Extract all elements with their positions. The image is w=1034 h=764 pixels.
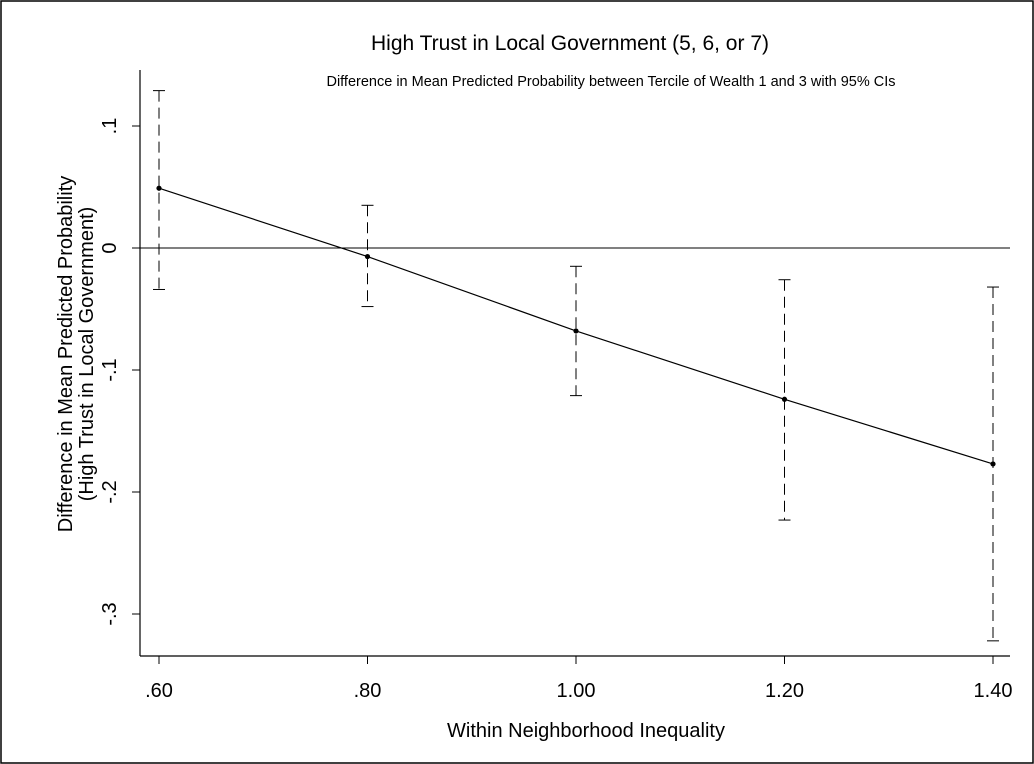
data-point: [573, 328, 579, 334]
chart-title: High Trust in Local Government (5, 6, or…: [371, 32, 769, 55]
data-point: [156, 185, 162, 191]
data-point: [990, 461, 996, 467]
x-tick-label: 1.00: [557, 680, 596, 702]
y-axis-title-line1: Difference in Mean Predicted Probability: [55, 176, 77, 532]
y-tick-label: .1: [99, 118, 121, 135]
y-tick-label: -.1: [99, 358, 121, 381]
x-tick-label: .80: [354, 680, 382, 702]
x-axis-title: Within Neighborhood Inequality: [447, 720, 725, 742]
y-axis-title-line2: (High Trust in Local Government): [76, 207, 98, 502]
y-tick-label: -.2: [99, 480, 121, 503]
x-tick-label: 1.40: [974, 680, 1013, 702]
data-point: [364, 253, 371, 260]
x-tick-label: .60: [145, 680, 173, 702]
plot-area: .1 0 -.1 -.2 -.3 .60 .80 1.00 1.20 1.40: [99, 70, 1012, 702]
y-axis-title: Difference in Mean Predicted Probability…: [55, 176, 98, 532]
y-tick-label: 0: [99, 242, 121, 253]
x-tick-label: 1.20: [765, 680, 804, 702]
chart-subtitle: Difference in Mean Predicted Probability…: [326, 74, 895, 90]
data-point: [781, 396, 788, 402]
y-tick-label: -.3: [99, 602, 121, 625]
